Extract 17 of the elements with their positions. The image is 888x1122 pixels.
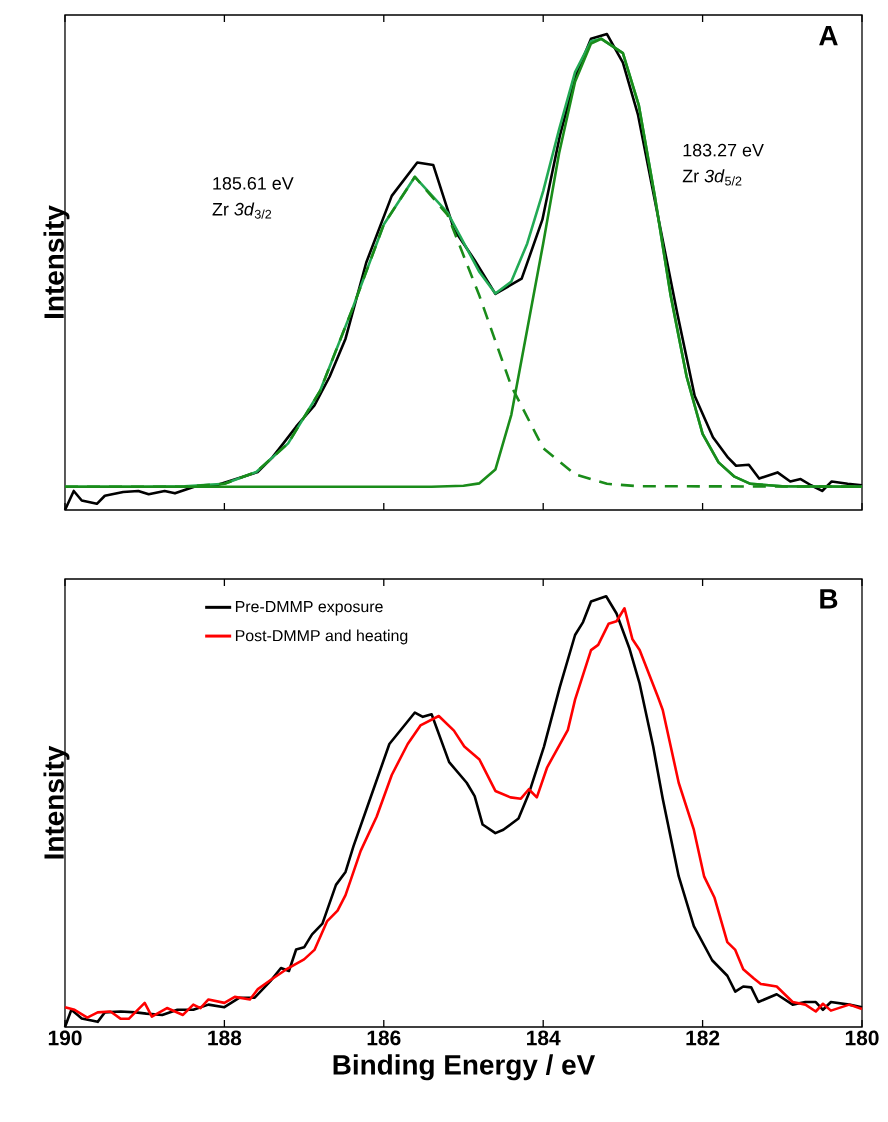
annotation: Zr 3d$_{3/2}$ [212, 202, 272, 219]
x-axis-title: Binding Energy / eV [333, 1054, 596, 1081]
annotation: Zr 3d$_{5/2}$ [682, 169, 742, 186]
chart-title: B [820, 589, 838, 609]
x-tick-label: 184 [527, 1030, 561, 1046]
x-tick-label: 190 [48, 1030, 82, 1046]
annotation: 183.27 eV [683, 143, 764, 157]
legend-label: Post-DMMP and heating [235, 629, 408, 645]
y-axis-title: Intensity [43, 205, 70, 318]
y-axis-title: Intensity [43, 745, 70, 859]
x-tick-label: 186 [367, 1030, 401, 1046]
x-tick-label: 182 [686, 1030, 720, 1046]
annotation: 185.61 eV [213, 176, 294, 190]
chart-title: A [819, 25, 838, 46]
x-tick-label: 180 [845, 1030, 879, 1046]
x-tick-label: 188 [208, 1030, 242, 1046]
legend-label: Pre-DMMP exposure [235, 601, 383, 616]
